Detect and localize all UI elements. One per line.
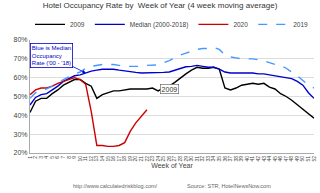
svg-text:27: 27: [171, 156, 177, 162]
svg-text:Median (2000-2018): Median (2000-2018): [130, 21, 189, 29]
svg-text:Hotel Occupancy Rate by Week: Hotel Occupancy Rate by Week of Year (4 …: [43, 1, 278, 10]
svg-text:37: 37: [227, 156, 233, 162]
svg-text:http://www.calculatedriskblog.: http://www.calculatedriskblog.com/: [73, 183, 158, 189]
svg-text:51: 51: [305, 156, 311, 162]
svg-text:42: 42: [255, 156, 261, 162]
svg-text:17: 17: [116, 156, 122, 162]
svg-text:16: 16: [110, 156, 116, 162]
svg-text:Blue is MedianOccupancyRate (': Blue is MedianOccupancyRate ('00 - '18): [32, 45, 71, 67]
svg-text:48: 48: [288, 156, 294, 162]
svg-text:31: 31: [194, 156, 200, 162]
svg-text:38: 38: [233, 156, 239, 162]
svg-text:60%: 60%: [14, 74, 28, 81]
svg-text:2: 2: [32, 156, 38, 159]
svg-text:21: 21: [138, 156, 144, 162]
svg-text:46: 46: [277, 156, 283, 162]
svg-text:41: 41: [249, 156, 255, 162]
svg-text:26: 26: [166, 156, 172, 162]
svg-text:13: 13: [93, 156, 99, 162]
svg-text:35: 35: [216, 156, 222, 162]
svg-text:24: 24: [155, 156, 161, 162]
svg-text:2009: 2009: [162, 86, 178, 93]
svg-text:28: 28: [177, 156, 183, 162]
svg-text:5: 5: [49, 156, 55, 159]
svg-text:44: 44: [266, 156, 272, 162]
svg-text:80%: 80%: [14, 36, 28, 43]
svg-text:Week of Year: Week of Year: [151, 162, 193, 169]
svg-text:Source: STR, HotelNewsNow.com: Source: STR, HotelNewsNow.com: [187, 183, 271, 189]
svg-text:4: 4: [43, 156, 49, 159]
svg-text:10: 10: [77, 156, 83, 162]
svg-text:43: 43: [261, 156, 267, 162]
svg-text:36: 36: [222, 156, 228, 162]
svg-text:12: 12: [88, 156, 94, 162]
svg-text:30: 30: [188, 156, 194, 162]
svg-text:30%: 30%: [14, 131, 28, 138]
svg-text:25: 25: [160, 156, 166, 162]
svg-text:23: 23: [149, 156, 155, 162]
svg-text:14: 14: [99, 156, 105, 162]
svg-text:40%: 40%: [14, 112, 28, 119]
svg-text:32: 32: [199, 156, 205, 162]
svg-text:18: 18: [121, 156, 127, 162]
svg-text:1: 1: [27, 156, 33, 159]
svg-text:45: 45: [272, 156, 278, 162]
svg-text:9: 9: [71, 156, 77, 159]
svg-text:3: 3: [38, 156, 44, 159]
svg-text:50%: 50%: [14, 93, 28, 100]
svg-text:6: 6: [54, 156, 60, 159]
svg-text:2020: 2020: [233, 21, 248, 28]
svg-text:15: 15: [105, 156, 111, 162]
svg-text:49: 49: [294, 156, 300, 162]
svg-text:20%: 20%: [14, 149, 28, 156]
svg-text:70%: 70%: [14, 55, 28, 62]
svg-text:19: 19: [127, 156, 133, 162]
svg-text:29: 29: [183, 156, 189, 162]
svg-text:33: 33: [205, 156, 211, 162]
svg-text:11: 11: [82, 156, 88, 161]
svg-text:8: 8: [66, 156, 72, 159]
svg-text:20: 20: [132, 156, 138, 162]
svg-text:22: 22: [144, 156, 150, 162]
svg-text:50: 50: [299, 156, 305, 162]
svg-text:2009: 2009: [70, 21, 85, 28]
svg-text:2019: 2019: [293, 21, 308, 28]
svg-text:7: 7: [60, 156, 66, 159]
svg-text:47: 47: [283, 156, 289, 162]
svg-text:34: 34: [210, 156, 216, 162]
svg-text:40: 40: [244, 156, 250, 162]
svg-text:52: 52: [311, 156, 317, 162]
svg-text:39: 39: [238, 156, 244, 162]
